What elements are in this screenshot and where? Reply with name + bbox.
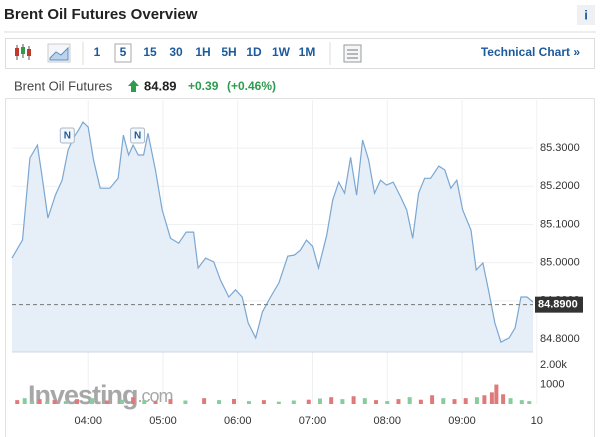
toolbar xyxy=(5,38,595,69)
volume-bar xyxy=(362,398,367,404)
volume-bar xyxy=(63,401,68,404)
x-tick-label: 06:00 xyxy=(224,415,252,427)
volume-bar xyxy=(217,400,222,404)
volume-bar xyxy=(15,400,20,404)
interval-button[interactable]: 5H xyxy=(221,45,236,59)
interval-button[interactable]: 1 xyxy=(94,45,101,59)
volume-bar xyxy=(246,401,251,404)
volume-bar xyxy=(452,399,457,404)
volume-bar xyxy=(37,399,42,404)
last-price-label: 84.8900 xyxy=(538,299,578,311)
volume-bar xyxy=(527,401,532,404)
interval-selected[interactable] xyxy=(114,43,132,63)
volume-bar xyxy=(489,392,494,404)
interval-button[interactable]: 1D xyxy=(246,45,262,59)
widget-title: Brent Oil Futures Overview xyxy=(4,6,198,23)
last-price-tag xyxy=(535,296,583,313)
up-arrow xyxy=(128,80,139,92)
watermark: Investing.com xyxy=(28,380,173,410)
x-tick-label: 05:00 xyxy=(149,415,177,427)
volume-bar xyxy=(45,401,50,404)
x-tick-label: 09:00 xyxy=(448,415,476,427)
volume-bar xyxy=(407,397,412,404)
instrument-name: Brent Oil Futures xyxy=(14,78,113,93)
volume-bar xyxy=(30,401,35,404)
y-tick-label: 85.0000 xyxy=(540,257,580,269)
volume-bar xyxy=(482,395,487,404)
watermark-brand: Investing xyxy=(28,380,138,410)
news-marker-label[interactable]: N xyxy=(134,131,141,142)
volume-bar xyxy=(474,397,479,404)
volume-bar xyxy=(276,401,281,404)
interval-button[interactable]: 1W xyxy=(272,45,291,59)
price-area xyxy=(12,122,533,352)
volume-bar xyxy=(202,398,207,404)
x-tick-label: 07:00 xyxy=(299,415,327,427)
volume-bar xyxy=(22,398,27,404)
y-tick-label: 84.8000 xyxy=(540,333,580,345)
volume-bar xyxy=(131,397,136,404)
price-change-pct: (+0.46%) xyxy=(227,79,276,93)
x-tick-label: 04:00 xyxy=(74,415,102,427)
last-price: 84.89 xyxy=(144,78,177,93)
technical-chart-link[interactable]: Technical Chart » xyxy=(481,45,580,59)
volume-bar xyxy=(501,394,506,404)
volume-bar xyxy=(351,396,356,404)
candle-icon[interactable] xyxy=(15,44,31,60)
info-label[interactable]: i xyxy=(584,7,588,22)
y-tick-label: 85.2000 xyxy=(540,180,580,192)
volume-bar xyxy=(317,398,322,404)
volume-bar xyxy=(75,399,80,404)
price-line xyxy=(11,121,534,343)
interval-button[interactable]: 15 xyxy=(143,45,157,59)
interval-button[interactable]: 30 xyxy=(169,45,183,59)
volume-bar xyxy=(441,398,446,404)
volume-bar xyxy=(153,401,158,404)
volume-bar xyxy=(89,398,94,404)
news-marker[interactable] xyxy=(130,127,146,144)
x-tick-label: 10 xyxy=(531,415,543,427)
volume-bar xyxy=(463,398,468,404)
interval-button[interactable]: 1H xyxy=(195,45,210,59)
interval-button[interactable]: 1M xyxy=(299,45,316,59)
volume-bar xyxy=(119,399,124,404)
volume-bar xyxy=(142,400,147,404)
volume-bar xyxy=(519,400,524,404)
volume-bar xyxy=(329,397,334,404)
x-tick-label: 08:00 xyxy=(373,415,401,427)
volume-bar xyxy=(261,400,266,404)
news-marker[interactable] xyxy=(59,127,75,144)
area-icon[interactable] xyxy=(47,43,71,63)
quote-line: Brent Oil Futures 84.89 +0.39 (+0.46%) xyxy=(14,78,276,93)
volume-bar xyxy=(340,399,345,404)
volume-bar xyxy=(183,400,188,404)
chart-frame xyxy=(5,98,595,437)
volume-bar xyxy=(385,401,390,404)
price-change: +0.39 xyxy=(188,79,219,93)
volume-tick-label: 2.00k xyxy=(540,359,567,371)
volume-bar xyxy=(494,384,499,404)
y-tick-label: 85.3000 xyxy=(540,142,580,154)
volume-bar xyxy=(374,400,379,404)
y-tick-label: 85.1000 xyxy=(540,218,580,230)
volume-bar xyxy=(168,399,173,404)
volume-bar xyxy=(396,399,401,404)
info-button[interactable] xyxy=(577,5,595,25)
news-marker-label[interactable]: N xyxy=(64,131,71,142)
volume-bar xyxy=(104,400,109,404)
volume-bar xyxy=(508,398,513,404)
volume-bar xyxy=(52,400,57,404)
watermark-suffix: .com xyxy=(138,386,173,406)
interval-button[interactable]: 5 xyxy=(120,45,127,59)
volume-tick-label: 1000 xyxy=(540,378,564,390)
volume-bar xyxy=(430,395,435,404)
settings-icon[interactable] xyxy=(343,44,362,63)
volume-bar xyxy=(232,398,237,404)
volume-bar xyxy=(418,399,423,404)
volume-bar xyxy=(306,399,311,404)
volume-bar xyxy=(291,400,296,404)
